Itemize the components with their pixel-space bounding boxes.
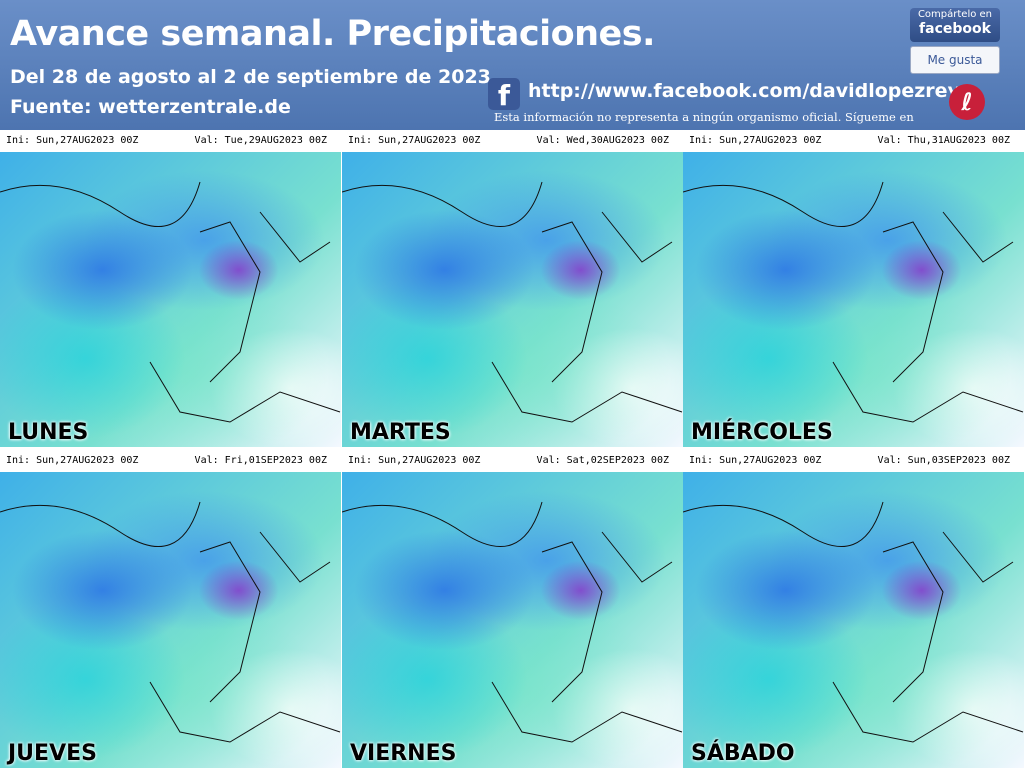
share-text: Compártelo en	[917, 9, 993, 20]
valid-time: Val: Wed,30AUG2023 00Z	[536, 135, 669, 146]
day-label: SÁBADO	[691, 741, 795, 766]
day-label: LUNES	[8, 420, 89, 445]
coastlines	[683, 181, 1024, 423]
coastlines	[0, 501, 341, 743]
valid-time: Val: Sun,03SEP2023 00Z	[877, 455, 1010, 466]
panel-header: Ini: Sun,27AUG2023 00Z Val: Fri,01SEP2023…	[0, 450, 341, 472]
coastlines	[0, 181, 341, 423]
coastline	[342, 501, 683, 743]
init-time: Ini: Sun,27AUG2023 00Z	[6, 135, 139, 146]
valid-time: Val: Tue,29AUG2023 00Z	[194, 135, 327, 146]
source: Fuente: wetterzentrale.de	[10, 96, 291, 118]
coastlines	[342, 181, 683, 423]
precipitation-map	[683, 472, 1024, 768]
valid-time: Val: Fri,01SEP2023 00Z	[194, 455, 327, 466]
panel-header: Ini: Sun,27AUG2023 00Z Val: Thu,31AUG2023…	[683, 130, 1024, 152]
precipitation-map	[342, 152, 683, 447]
precipitation-map	[683, 152, 1024, 447]
coastline	[683, 501, 1024, 743]
valid-time: Val: Sat,02SEP2023 00Z	[536, 455, 669, 466]
init-time: Ini: Sun,27AUG2023 00Z	[348, 135, 481, 146]
share-brand: facebook	[919, 21, 991, 37]
facebook-icon: f	[488, 78, 520, 112]
coastlines	[683, 501, 1024, 743]
panel-header: Ini: Sun,27AUG2023 00Z Val: Sat,02SEP2023…	[342, 450, 683, 472]
valid-time: Val: Thu,31AUG2023 00Z	[877, 135, 1010, 146]
precipitation-map	[0, 472, 341, 768]
init-time: Ini: Sun,27AUG2023 00Z	[689, 135, 822, 146]
day-label: MARTES	[350, 420, 451, 445]
map-panel: Ini: Sun,27AUG2023 00Z Val: Sun,03SEP2023…	[683, 450, 1024, 768]
like-button[interactable]: Me gusta	[910, 46, 1000, 74]
map-panel: Ini: Sun,27AUG2023 00Z Val: Sat,02SEP2023…	[342, 450, 683, 768]
header: Avance semanal. Precipitaciones. Del 28 …	[0, 0, 1025, 130]
map-panel: Ini: Sun,27AUG2023 00Z Val: Wed,30AUG2023…	[342, 130, 683, 447]
like-text: Me gusta	[927, 53, 983, 67]
disclaimer: Esta información no representa a ningún …	[494, 110, 914, 124]
coastlines	[342, 501, 683, 743]
map-panel: Ini: Sun,27AUG2023 00Z Val: Tue,29AUG2023…	[0, 130, 341, 447]
day-label: VIERNES	[350, 741, 457, 766]
url[interactable]: http://www.facebook.com/davidlopezrey	[528, 80, 960, 102]
init-time: Ini: Sun,27AUG2023 00Z	[689, 455, 822, 466]
day-label: JUEVES	[8, 741, 97, 766]
coastline	[683, 181, 1024, 423]
coastline	[342, 181, 683, 423]
panel-header: Ini: Sun,27AUG2023 00Z Val: Tue,29AUG2023…	[0, 130, 341, 152]
share-button[interactable]: Compártelo en facebook	[910, 8, 1000, 42]
init-time: Ini: Sun,27AUG2023 00Z	[6, 455, 139, 466]
precipitation-map	[0, 152, 341, 447]
coastline	[0, 501, 341, 743]
coastline	[0, 181, 341, 423]
map-panel: Ini: Sun,27AUG2023 00Z Val: Thu,31AUG2023…	[683, 130, 1024, 447]
map-panel: Ini: Sun,27AUG2023 00Z Val: Fri,01SEP2023…	[0, 450, 341, 768]
init-time: Ini: Sun,27AUG2023 00Z	[348, 455, 481, 466]
day-label: MIÉRCOLES	[691, 420, 833, 445]
panel-header: Ini: Sun,27AUG2023 00Z Val: Wed,30AUG2023…	[342, 130, 683, 152]
logo[interactable]: ℓ	[949, 84, 985, 120]
precipitation-map	[342, 472, 683, 768]
title: Avance semanal. Precipitaciones.	[10, 14, 655, 54]
panel-header: Ini: Sun,27AUG2023 00Z Val: Sun,03SEP2023…	[683, 450, 1024, 472]
subtitle: Del 28 de agosto al 2 de septiembre de 2…	[10, 66, 491, 88]
